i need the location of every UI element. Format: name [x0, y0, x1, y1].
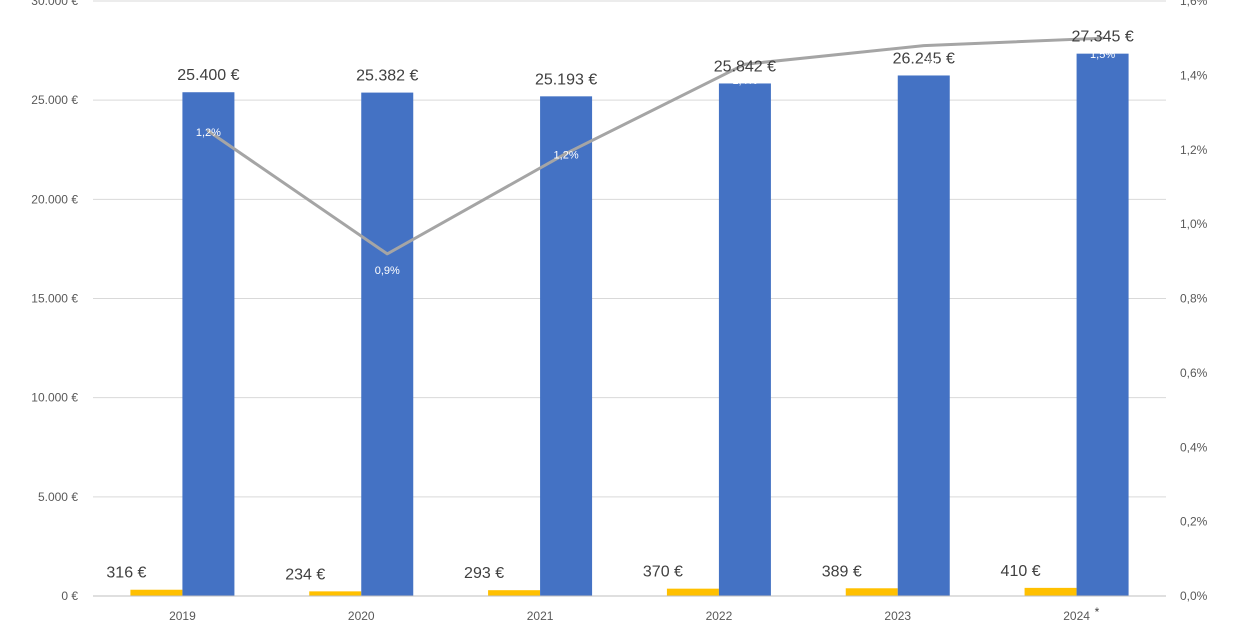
bar-data-label: 26.245 €: [893, 50, 955, 67]
bar-data-label: 370 €: [643, 564, 683, 581]
y-right-tick-label: 1,6%: [1180, 0, 1208, 8]
bar-data-label: 27.345 €: [1071, 29, 1133, 46]
y-left-tick-label: 10.000 €: [31, 391, 78, 405]
line-data-label: 1,5%: [911, 57, 936, 69]
x-tick-label: 2021: [527, 609, 554, 621]
y-left-tick-label: 0 €: [61, 589, 78, 603]
y-left-tick-label: 30.000 €: [31, 0, 78, 8]
bar-main: [718, 83, 771, 597]
y-right-tick-label: 0,8%: [1180, 292, 1208, 306]
x-tick-label: 2024: [1063, 609, 1090, 621]
line-data-label: 1,4%: [732, 75, 757, 87]
x-tick-label: 2019: [169, 609, 196, 621]
y-left-tick-label: 5.000 €: [38, 490, 78, 504]
x-tick-label: 2020: [348, 609, 375, 621]
bar-main: [897, 75, 950, 596]
y-left-tick-label: 25.000 €: [31, 93, 78, 107]
bar-main: [182, 92, 235, 596]
percentage-line: [206, 36, 1105, 256]
line-data-label: 0,9%: [375, 265, 400, 277]
bar-data-label: 293 €: [464, 565, 504, 582]
y-left-tick-label: 20.000 €: [31, 192, 78, 206]
bar-small: [845, 588, 898, 596]
y-right-tick-label: 0,2%: [1180, 515, 1208, 529]
line-data-label: 1,2%: [554, 149, 579, 161]
x-tick-label: 2023: [884, 609, 911, 621]
y-right-tick-label: 0,4%: [1180, 440, 1208, 454]
line-data-label: 1,2%: [196, 127, 221, 139]
bar-small: [666, 588, 719, 596]
bar-data-label: 25.842 €: [714, 58, 776, 75]
bar-data-label: 25.193 €: [535, 71, 597, 88]
bar-main: [361, 92, 414, 596]
x-tick-label: 2022: [706, 609, 733, 621]
bar-small: [1024, 587, 1077, 596]
y-right-tick-label: 1,2%: [1180, 143, 1208, 157]
y-right-tick-label: 1,0%: [1180, 217, 1208, 231]
bar-data-label: 389 €: [822, 563, 862, 580]
y-right-tick-label: 1,4%: [1180, 68, 1208, 82]
bar-data-label: 316 €: [106, 565, 146, 582]
line-data-label: 1,5%: [1090, 49, 1115, 61]
bar-main: [1076, 53, 1129, 597]
y-right-tick-label: 0,6%: [1180, 366, 1208, 380]
footnote-marker: *: [1095, 605, 1100, 619]
bar-small: [130, 589, 183, 596]
y-left-tick-label: 15.000 €: [31, 292, 78, 306]
bar-data-label: 234 €: [285, 566, 325, 583]
bar-small: [309, 591, 362, 596]
bar-data-label: 410 €: [1001, 563, 1041, 580]
bar-data-label: 25.400 €: [177, 67, 239, 84]
bar-small: [488, 590, 541, 596]
bar-main: [540, 96, 593, 596]
y-right-tick-label: 0,0%: [1180, 589, 1208, 603]
bar-data-label: 25.382 €: [356, 68, 418, 85]
